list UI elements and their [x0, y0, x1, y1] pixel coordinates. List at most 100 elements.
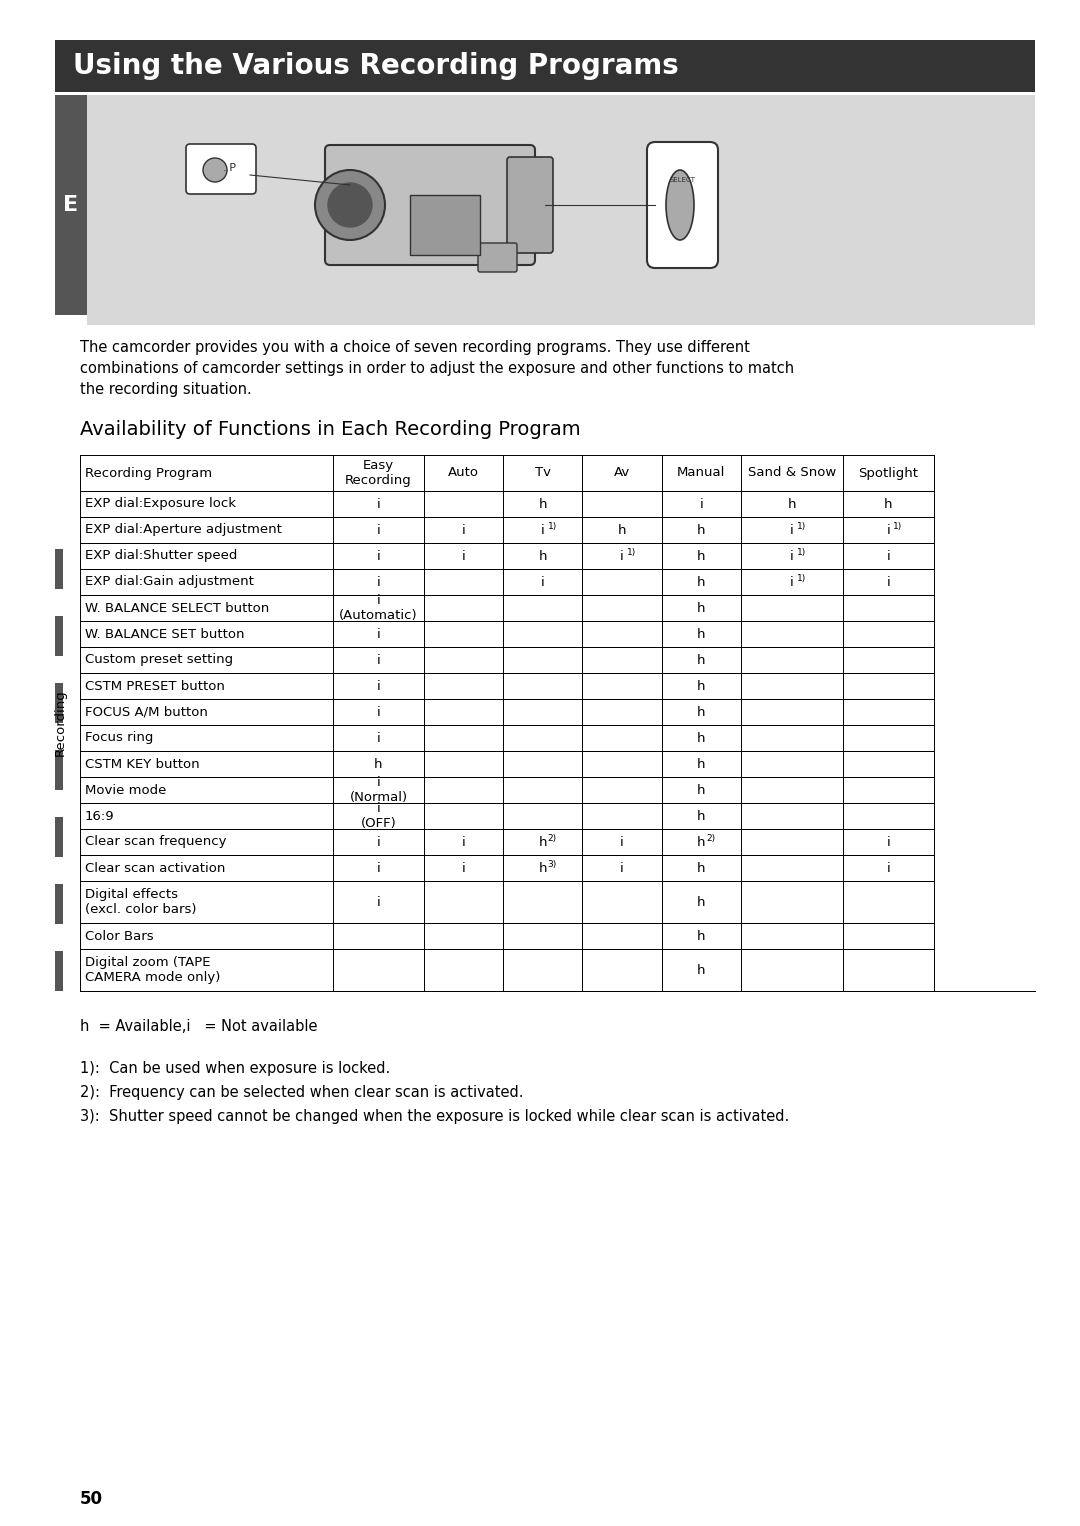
Text: i: i	[377, 575, 380, 589]
Text: i: i	[377, 523, 380, 537]
Text: CSTM KEY button: CSTM KEY button	[85, 757, 200, 771]
Text: i: i	[887, 862, 890, 874]
Text: 3):  Shutter speed cannot be changed when the exposure is locked while clear sca: 3): Shutter speed cannot be changed when…	[80, 1109, 789, 1125]
Text: i: i	[887, 523, 890, 537]
FancyBboxPatch shape	[55, 40, 1035, 92]
FancyBboxPatch shape	[647, 142, 718, 269]
Circle shape	[315, 169, 384, 240]
Text: i: i	[377, 549, 380, 563]
Text: i: i	[377, 896, 380, 908]
Text: h: h	[697, 929, 705, 943]
Text: Clear scan activation: Clear scan activation	[85, 862, 226, 874]
Text: h: h	[539, 836, 546, 848]
Text: i: i	[377, 862, 380, 874]
Text: Focus ring: Focus ring	[85, 731, 153, 745]
Text: i
(Automatic): i (Automatic)	[339, 594, 418, 623]
FancyBboxPatch shape	[186, 143, 256, 194]
Text: i: i	[620, 549, 624, 563]
FancyBboxPatch shape	[55, 749, 63, 790]
Text: 1): 1)	[797, 522, 806, 531]
Text: Sand & Snow: Sand & Snow	[747, 467, 836, 479]
Text: i: i	[377, 836, 380, 848]
Text: i: i	[377, 497, 380, 511]
Circle shape	[203, 159, 227, 182]
Text: 1): 1)	[548, 522, 557, 531]
FancyBboxPatch shape	[87, 95, 1035, 325]
Text: 2):  Frequency can be selected when clear scan is activated.: 2): Frequency can be selected when clear…	[80, 1085, 524, 1100]
Text: h: h	[697, 679, 705, 693]
Text: i: i	[461, 836, 465, 848]
Text: i: i	[377, 731, 380, 745]
Text: h: h	[539, 549, 546, 563]
Text: EXP dial:Gain adjustment: EXP dial:Gain adjustment	[85, 575, 254, 589]
Text: i: i	[791, 523, 794, 537]
Text: i: i	[541, 523, 544, 537]
Text: h: h	[697, 783, 705, 797]
Text: i: i	[791, 575, 794, 589]
Text: 1):  Can be used when exposure is locked.: 1): Can be used when exposure is locked.	[80, 1061, 390, 1076]
Text: Movie mode: Movie mode	[85, 783, 166, 797]
FancyBboxPatch shape	[478, 243, 517, 272]
FancyBboxPatch shape	[55, 95, 87, 314]
Text: Recording Program: Recording Program	[85, 467, 212, 479]
Text: h: h	[539, 497, 546, 511]
Text: 50: 50	[80, 1489, 103, 1508]
Text: i
(OFF): i (OFF)	[361, 803, 396, 830]
Text: h  = Available,i   = Not available: h = Available,i = Not available	[80, 1019, 318, 1035]
Text: EXP dial:Aperture adjustment: EXP dial:Aperture adjustment	[85, 523, 282, 537]
Text: W. BALANCE SELECT button: W. BALANCE SELECT button	[85, 601, 269, 615]
FancyBboxPatch shape	[55, 816, 63, 858]
Text: i: i	[377, 705, 380, 719]
Text: h: h	[697, 757, 705, 771]
FancyBboxPatch shape	[55, 617, 63, 656]
Text: i: i	[541, 575, 544, 589]
Text: W. BALANCE SET button: W. BALANCE SET button	[85, 627, 244, 641]
Text: CSTM PRESET button: CSTM PRESET button	[85, 679, 225, 693]
FancyBboxPatch shape	[55, 682, 63, 723]
FancyBboxPatch shape	[55, 884, 63, 925]
Text: i: i	[887, 549, 890, 563]
Text: i
(Normal): i (Normal)	[349, 777, 407, 804]
Text: The camcorder provides you with a choice of seven recording programs. They use d: The camcorder provides you with a choice…	[80, 340, 794, 397]
Text: h: h	[787, 497, 796, 511]
Text: 2): 2)	[706, 833, 715, 842]
Text: FOCUS A/M button: FOCUS A/M button	[85, 705, 207, 719]
Text: 1): 1)	[797, 574, 806, 583]
FancyBboxPatch shape	[507, 157, 553, 253]
Text: Tv: Tv	[535, 467, 551, 479]
Text: Color Bars: Color Bars	[85, 929, 153, 943]
Text: i: i	[887, 836, 890, 848]
Text: Using the Various Recording Programs: Using the Various Recording Programs	[73, 52, 678, 79]
Text: i: i	[700, 497, 703, 511]
Text: Custom preset setting: Custom preset setting	[85, 653, 233, 667]
Text: Easy
Recording: Easy Recording	[346, 459, 411, 487]
Text: SELECT: SELECT	[669, 177, 696, 183]
Text: 1): 1)	[893, 522, 903, 531]
Text: Spotlight: Spotlight	[859, 467, 918, 479]
Text: i: i	[377, 627, 380, 641]
Text: Digital effects
(excl. color bars): Digital effects (excl. color bars)	[85, 888, 197, 916]
Text: Manual: Manual	[677, 467, 726, 479]
Text: 1): 1)	[627, 548, 636, 557]
Text: 2): 2)	[548, 833, 557, 842]
Text: Digital zoom (TAPE
CAMERA mode only): Digital zoom (TAPE CAMERA mode only)	[85, 955, 220, 984]
Text: h: h	[697, 705, 705, 719]
Text: h: h	[697, 549, 705, 563]
FancyBboxPatch shape	[55, 549, 63, 589]
Text: h: h	[697, 963, 705, 977]
Text: i: i	[791, 549, 794, 563]
Text: h: h	[697, 523, 705, 537]
Text: h: h	[697, 809, 705, 823]
Text: h: h	[374, 757, 382, 771]
Text: i: i	[377, 653, 380, 667]
Text: Recording: Recording	[54, 690, 67, 757]
Text: E: E	[64, 195, 79, 215]
Text: Auto: Auto	[448, 467, 478, 479]
Text: i: i	[461, 549, 465, 563]
Text: ..P: ..P	[222, 163, 237, 172]
Ellipse shape	[666, 169, 694, 240]
Text: i: i	[461, 862, 465, 874]
Text: Clear scan frequency: Clear scan frequency	[85, 836, 227, 848]
Text: h: h	[697, 836, 705, 848]
Text: h: h	[885, 497, 893, 511]
